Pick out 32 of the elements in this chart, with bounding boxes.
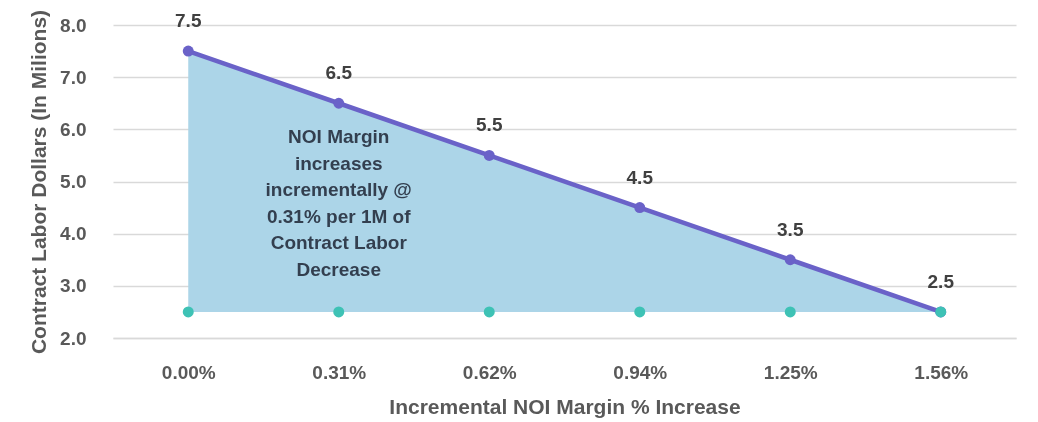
y-tick-label: 2.0	[60, 327, 87, 349]
y-tick-label: 5.0	[60, 171, 87, 192]
y-tick-label: 4.0	[60, 223, 87, 245]
x-tick-label: 0.94%	[613, 361, 668, 383]
data-label: 2.5	[927, 270, 955, 292]
y-tick-label: 3.0	[60, 275, 87, 297]
point	[333, 306, 345, 318]
x-tick-label: 0.62%	[462, 361, 517, 383]
point	[333, 97, 345, 109]
data-label: 3.5	[777, 218, 804, 240]
data-label: 5.5	[476, 114, 503, 136]
x-tick-label: 1.56%	[914, 361, 969, 383]
y-tick-label: 6.0	[60, 118, 87, 140]
point	[634, 306, 646, 318]
point	[483, 306, 495, 318]
point	[634, 202, 646, 214]
y-axis-title: Contract Labor Dollars (In Milions)	[27, 9, 51, 355]
data-label: 7.5	[175, 10, 202, 32]
data-label: 6.5	[325, 62, 353, 84]
x-tick-label: 1.25%	[763, 361, 818, 383]
point	[182, 45, 194, 57]
annotation: NOI Margin increases incrementally @ 0.31% per 1M of Contract Labor Decrease	[265, 126, 412, 280]
point	[784, 306, 796, 318]
data-label: 4.5	[626, 166, 654, 188]
point	[784, 254, 796, 266]
y-tick-label: 8.0	[60, 14, 87, 36]
point	[182, 306, 194, 318]
x-tick-label: 0.31%	[312, 361, 367, 383]
y-tick-label: 7.0	[60, 66, 87, 88]
point	[483, 149, 495, 161]
x-axis-title: Incremental NOI Margin % Increase	[389, 394, 741, 418]
x-tick-label: 0.00%	[161, 361, 216, 383]
